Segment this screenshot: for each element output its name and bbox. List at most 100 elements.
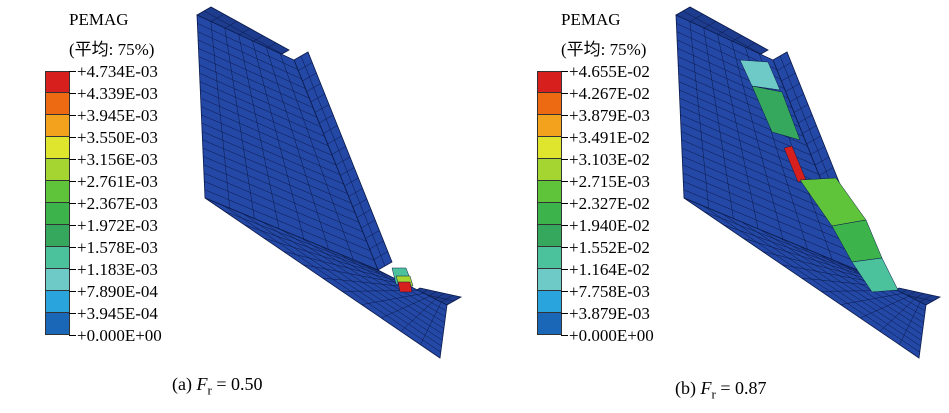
mesh-line	[199, 64, 318, 118]
color-swatch	[537, 269, 562, 291]
caption-b: (b) Fr = 0.87	[675, 378, 767, 403]
legend-tick-label: +2.327E-02	[561, 195, 650, 212]
panel-a: PEMAG (平均: 75%) +4.734E-03 +4.339E-03 +3.9…	[0, 0, 470, 413]
color-swatch	[45, 203, 70, 225]
color-swatch	[45, 313, 70, 335]
mesh-line	[400, 298, 436, 332]
mesh-line	[348, 188, 363, 197]
legend-tick-label: +2.761E-03	[69, 173, 158, 190]
caption-value: = 0.50	[211, 374, 263, 394]
mesh-line	[224, 211, 384, 274]
legend-tick-label: +4.339E-03	[69, 85, 158, 102]
legend-tick-label: +7.890E-04	[69, 283, 158, 300]
mesh-line	[785, 83, 800, 92]
legend-average: (平均: 75%)	[561, 40, 647, 59]
color-swatch	[537, 137, 562, 159]
mesh-line	[200, 97, 333, 156]
mesh-line	[204, 181, 371, 252]
mesh-line	[352, 198, 367, 208]
mesh-line	[314, 104, 330, 113]
legend-tick-label: +1.552E-02	[561, 239, 650, 256]
mesh-line	[420, 301, 442, 345]
mesh-line	[200, 89, 329, 147]
color-swatch	[537, 203, 562, 225]
mesh-line	[369, 240, 384, 250]
mesh-line	[202, 147, 356, 213]
mesh-line	[806, 135, 821, 145]
color-swatch	[45, 225, 70, 247]
mesh-line	[814, 156, 830, 166]
legend-variable: PEMAG	[69, 10, 129, 29]
mesh-line	[361, 219, 376, 229]
mesh-face	[675, 14, 858, 271]
mesh-line	[682, 10, 762, 55]
legend-tick-label: +2.367E-03	[69, 195, 158, 212]
mesh-line	[681, 139, 831, 204]
mesh-line	[682, 172, 846, 242]
mesh-line	[263, 237, 396, 279]
legend-tick-label: +7.758E-03	[561, 283, 650, 300]
mesh-face	[196, 14, 379, 271]
mesh-line	[703, 211, 863, 274]
caption-value: = 0.87	[715, 378, 767, 398]
mesh-line	[244, 224, 390, 277]
color-swatch	[45, 93, 70, 115]
color-swatch	[537, 159, 562, 181]
mesh-line	[679, 97, 812, 156]
mesh-line	[298, 62, 313, 71]
mesh-line	[203, 164, 363, 233]
legend-tick-label: +4.734E-03	[69, 63, 158, 80]
mesh-line	[306, 83, 321, 92]
legend-tick-label: +3.945E-04	[69, 305, 158, 322]
color-bar	[45, 71, 70, 335]
color-swatch	[45, 247, 70, 269]
mesh-line	[344, 177, 359, 187]
color-swatch	[537, 291, 562, 313]
mesh-line	[777, 62, 792, 71]
legend-tick-label: +3.491E-02	[561, 129, 650, 146]
mesh-line	[197, 31, 302, 80]
mesh-line	[723, 224, 869, 277]
mesh-line	[204, 189, 375, 261]
color-swatch	[537, 115, 562, 137]
color-swatch	[45, 137, 70, 159]
legend-tick-label: +4.655E-02	[561, 63, 650, 80]
mesh-line	[781, 72, 796, 82]
mesh-line	[319, 114, 334, 124]
mesh-line	[198, 48, 310, 99]
mesh-line	[200, 106, 337, 166]
legend-tick-label: +3.550E-03	[69, 129, 158, 146]
color-swatch	[45, 115, 70, 137]
legend-tick-label: +3.879E-03	[561, 107, 650, 124]
mesh-line	[802, 125, 817, 134]
legend-tick-label: +3.103E-02	[561, 151, 650, 168]
caption-a: (a) Fr = 0.50	[172, 374, 262, 399]
legend-average: (平均: 75%)	[69, 40, 155, 59]
color-swatch	[45, 291, 70, 313]
mesh-line	[361, 293, 425, 305]
caption-prefix: (a)	[172, 374, 197, 394]
mesh-line	[199, 81, 325, 137]
color-swatch	[45, 71, 70, 93]
caption-symbol: F	[196, 374, 208, 394]
mesh-line	[327, 135, 342, 145]
mesh-line	[365, 230, 380, 239]
caption-subscript: r	[711, 386, 716, 402]
legend-variable: PEMAG	[561, 10, 621, 29]
mesh-line	[683, 189, 854, 261]
legend-tick-label: +4.267E-02	[561, 85, 650, 102]
mesh-line	[762, 251, 881, 282]
mesh-line	[742, 237, 875, 279]
mesh-line	[879, 298, 915, 332]
mesh-line	[679, 89, 808, 147]
color-swatch	[537, 93, 562, 115]
mesh-line	[356, 209, 372, 218]
mesh-line	[335, 156, 351, 166]
mesh-line	[798, 114, 813, 124]
mesh-line	[197, 39, 306, 89]
mesh-line	[793, 104, 809, 113]
legend-tick-label: +1.972E-03	[69, 217, 158, 234]
mesh-line	[201, 131, 348, 194]
mesh-line	[683, 181, 850, 252]
mesh-line	[198, 56, 314, 108]
